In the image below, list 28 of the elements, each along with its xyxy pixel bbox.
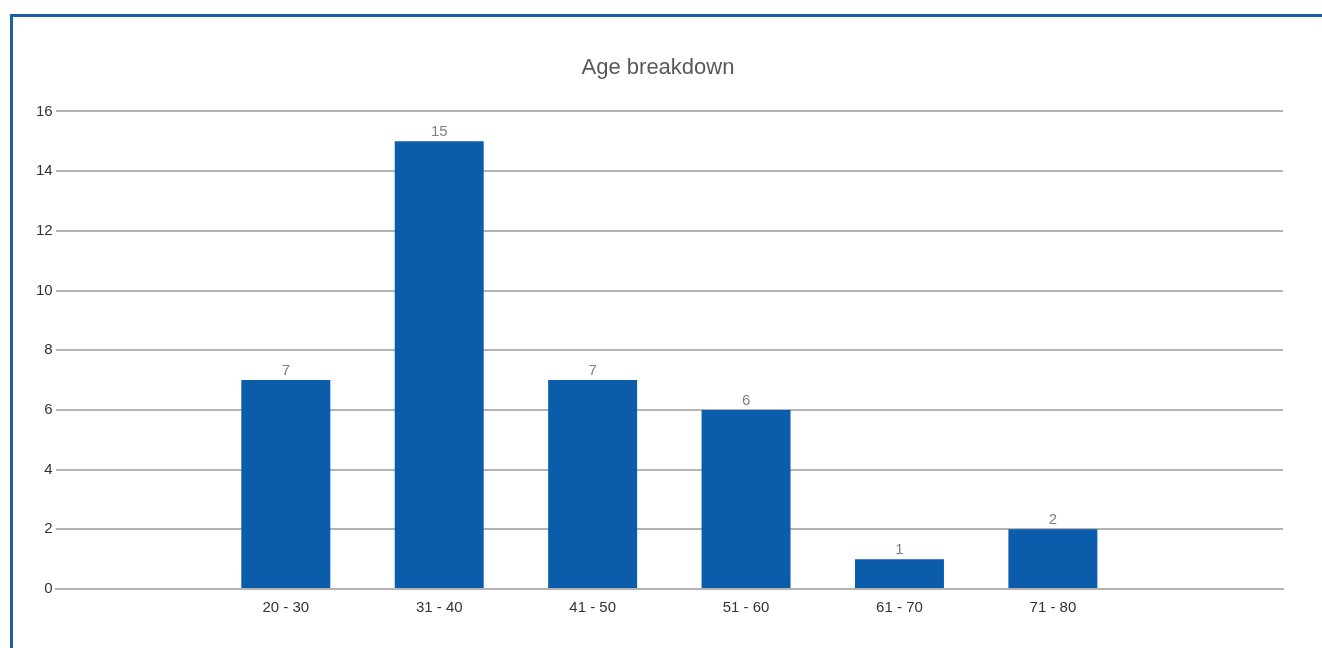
x-tick-label: 31 - 40 (415, 598, 463, 616)
y-tick-label: 10 (36, 280, 53, 298)
data-label: 1 (895, 539, 904, 557)
y-tick-label: 8 (44, 340, 53, 358)
x-tick-label: 20 - 30 (262, 598, 310, 616)
x-tick-label: 51 - 60 (722, 598, 770, 616)
bar (241, 380, 331, 588)
data-label: 15 (430, 121, 448, 139)
y-tick-label: 4 (44, 459, 53, 477)
bar (548, 380, 638, 588)
bar (701, 409, 791, 588)
x-tick-label: 71 - 80 (1029, 598, 1077, 616)
data-label: 7 (281, 360, 290, 378)
data-label: 6 (741, 390, 751, 408)
y-tick-label: 6 (44, 400, 53, 418)
y-tick-label: 16 (36, 101, 53, 119)
bar (1008, 529, 1098, 588)
bar (854, 559, 944, 588)
bar (394, 141, 484, 588)
y-tick-label: 2 (44, 519, 53, 537)
chart-title: Age breakdown (581, 54, 735, 80)
data-label: 7 (588, 360, 597, 378)
y-tick-label: 14 (36, 161, 53, 179)
y-tick-label: 12 (36, 220, 53, 238)
x-tick-label: 61 - 70 (876, 598, 923, 616)
y-tick-label: 0 (44, 579, 53, 597)
data-label: 2 (1048, 509, 1058, 527)
x-tick-label: 41 - 50 (569, 598, 616, 616)
